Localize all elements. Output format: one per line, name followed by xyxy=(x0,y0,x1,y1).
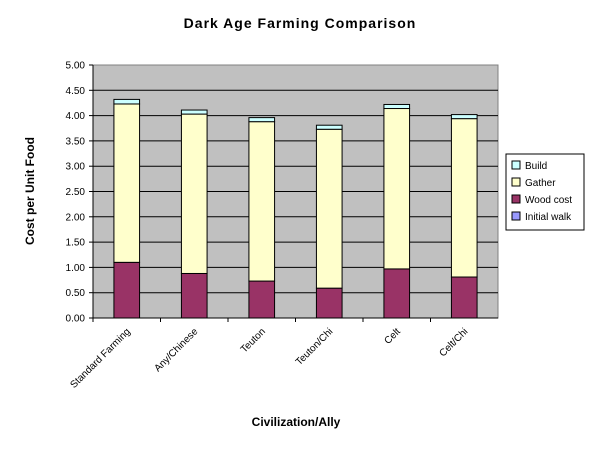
y-tick-label: 0.50 xyxy=(66,288,86,299)
bar-wood-cost xyxy=(450,276,478,319)
legend-label: Wood cost xyxy=(525,195,572,206)
bar-wood-cost xyxy=(180,272,208,319)
legend-swatch xyxy=(511,211,521,221)
chart-title: Dark Age Farming Comparison xyxy=(184,15,417,31)
bar-build xyxy=(450,114,478,120)
x-tick-label: Any/Chinese xyxy=(152,326,200,374)
bar-wood-cost xyxy=(248,280,276,319)
y-tick-label: 3.50 xyxy=(66,136,86,147)
y-tick-label: 1.00 xyxy=(66,263,86,274)
legend-swatch xyxy=(511,160,521,170)
legend-swatch xyxy=(511,177,521,187)
x-tick-label: Celt/Chi xyxy=(437,326,470,359)
bar-wood-cost xyxy=(315,287,343,319)
legend-swatch xyxy=(511,194,521,204)
bar-build xyxy=(383,103,411,110)
y-tick-label: 5.00 xyxy=(66,61,86,72)
y-tick-label: 0.00 xyxy=(66,314,86,325)
plot-area: 0.00 0.50 1.00 1.50 2.00 2.50 3.00 3.50 4.00 4.50… xyxy=(66,61,499,391)
bar-gather xyxy=(383,108,411,270)
bar-build xyxy=(248,117,276,123)
y-tick-label: 1.50 xyxy=(66,238,86,249)
y-axis-title: Cost per Unit Food xyxy=(23,137,37,245)
y-tick-label: 4.50 xyxy=(66,86,86,97)
x-tick-label: Teuton/Chi xyxy=(294,326,336,368)
x-tick-label: Celt xyxy=(383,326,404,347)
bar-build xyxy=(180,109,208,115)
bar-build xyxy=(315,124,343,130)
bar-gather xyxy=(180,113,208,274)
bar-wood-cost xyxy=(383,268,411,319)
x-tick-label: Standard Farming xyxy=(68,326,132,390)
bar-build xyxy=(113,98,141,105)
x-axis-title: Civilization/Ally xyxy=(252,415,341,429)
bar-gather xyxy=(315,128,343,289)
y-tick-label: 3.00 xyxy=(66,162,86,173)
y-tick-label: 2.50 xyxy=(66,187,86,198)
legend-label: Build xyxy=(525,161,547,172)
legend-label: Initial walk xyxy=(525,212,572,223)
legend: Build Gather Wood cost Initial walk xyxy=(505,153,585,231)
y-tick-label: 2.00 xyxy=(66,212,86,223)
x-tick-label: Teuton xyxy=(239,326,268,355)
bar-gather xyxy=(248,121,276,282)
y-tick-label: 4.00 xyxy=(66,111,86,122)
bar-gather xyxy=(450,118,478,278)
bar-wood-cost xyxy=(113,261,141,319)
bar-gather xyxy=(113,103,141,263)
legend-label: Gather xyxy=(525,178,556,189)
